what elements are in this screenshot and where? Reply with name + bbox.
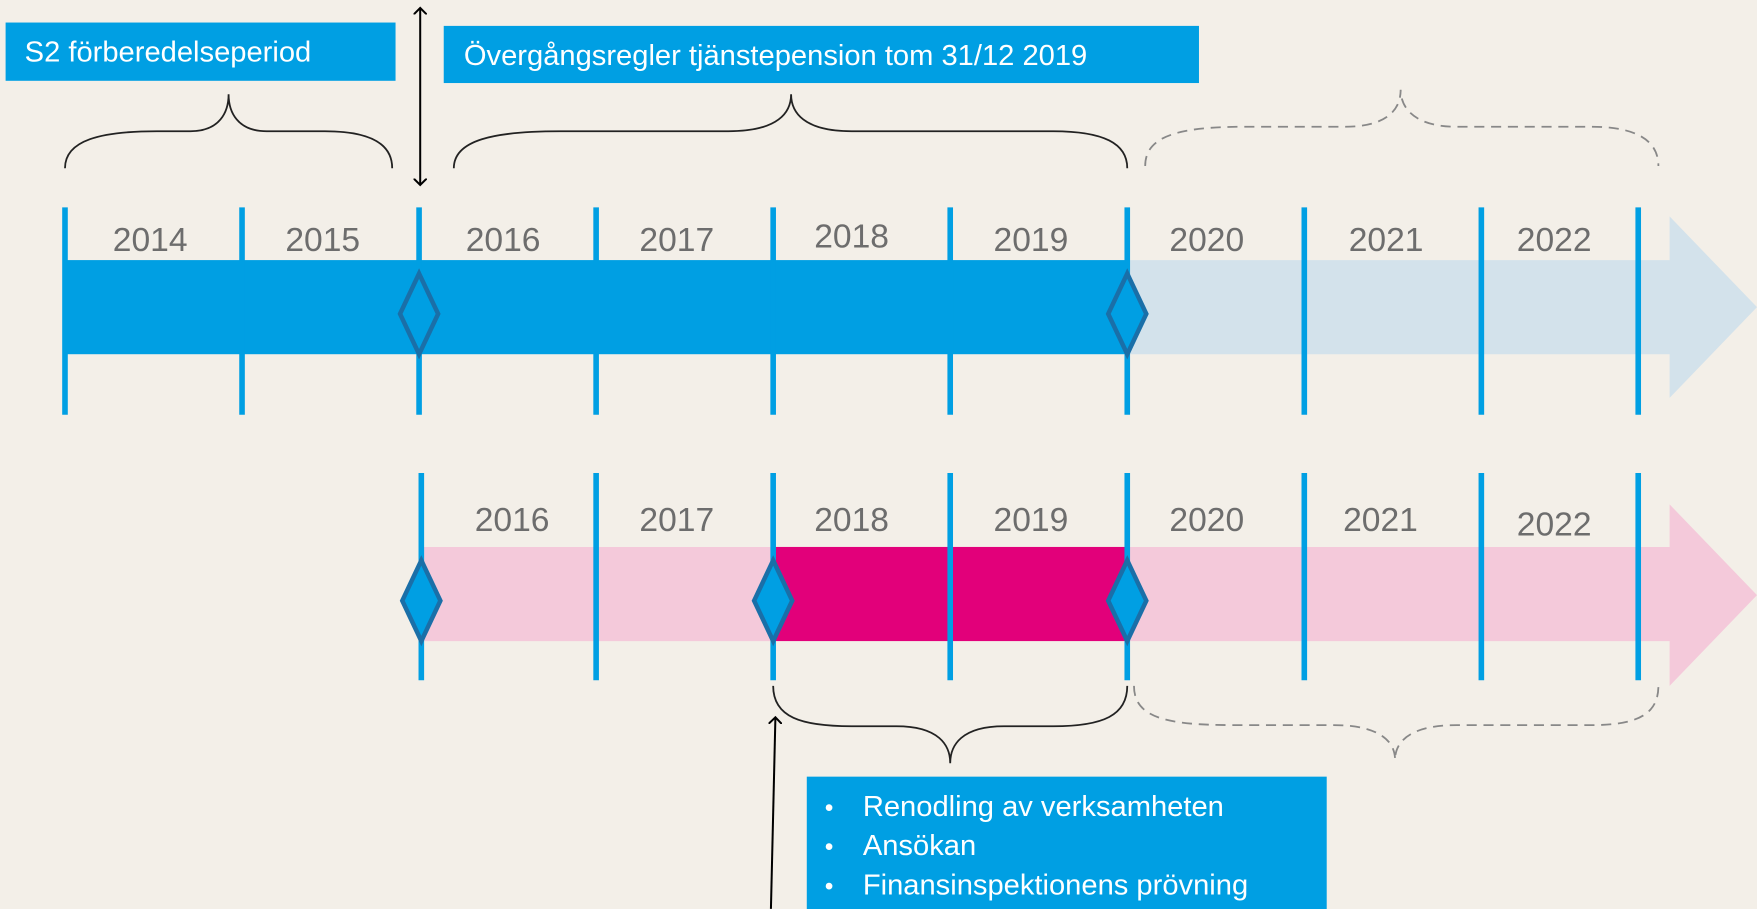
year-label: 2021 <box>1349 222 1424 259</box>
milestone <box>399 555 443 647</box>
brace <box>772 685 1129 764</box>
year-label: 2022 <box>1517 507 1592 544</box>
year-label: 2016 <box>475 502 550 539</box>
year-label: 2017 <box>639 502 714 539</box>
bullet-box <box>806 776 1327 909</box>
year-label: 2019 <box>994 222 1069 259</box>
year-label: 2017 <box>639 222 714 259</box>
milestone <box>1105 268 1149 360</box>
dashed-brace <box>1133 685 1660 760</box>
year-label: 2020 <box>1169 222 1244 259</box>
bullet-dot: • <box>825 873 834 900</box>
year-label: 2021 <box>1343 502 1418 539</box>
brace <box>64 94 394 169</box>
arrow <box>771 717 775 909</box>
milestone <box>751 555 795 647</box>
brace <box>452 94 1129 169</box>
dashed-brace <box>1144 89 1660 166</box>
year-label: 2015 <box>285 222 360 259</box>
year-label: 2014 <box>113 222 188 259</box>
milestone <box>397 268 441 360</box>
label-box <box>443 25 1199 84</box>
future-arrow <box>1127 216 1757 398</box>
bullet-dot: • <box>825 834 834 861</box>
label-box <box>5 22 396 81</box>
year-label: 2019 <box>994 502 1069 539</box>
year-label: 2020 <box>1169 502 1244 539</box>
milestone <box>1105 555 1149 647</box>
year-label: 2016 <box>466 222 541 259</box>
bullet-text: Finansinspektionens prövning <box>863 869 1248 901</box>
label: S2 förberedelseperiod <box>25 37 312 69</box>
year-label: 2022 <box>1517 222 1592 259</box>
label: Övergångsregler tjänstepension tom 31/12… <box>464 40 1087 72</box>
bullet-dot: • <box>825 795 834 822</box>
year-label: 2018 <box>814 502 889 539</box>
bullet-text: Renodling av verksamheten <box>863 791 1224 823</box>
year-label: 2018 <box>814 219 889 256</box>
bullet-text: Ansökan <box>863 830 976 862</box>
